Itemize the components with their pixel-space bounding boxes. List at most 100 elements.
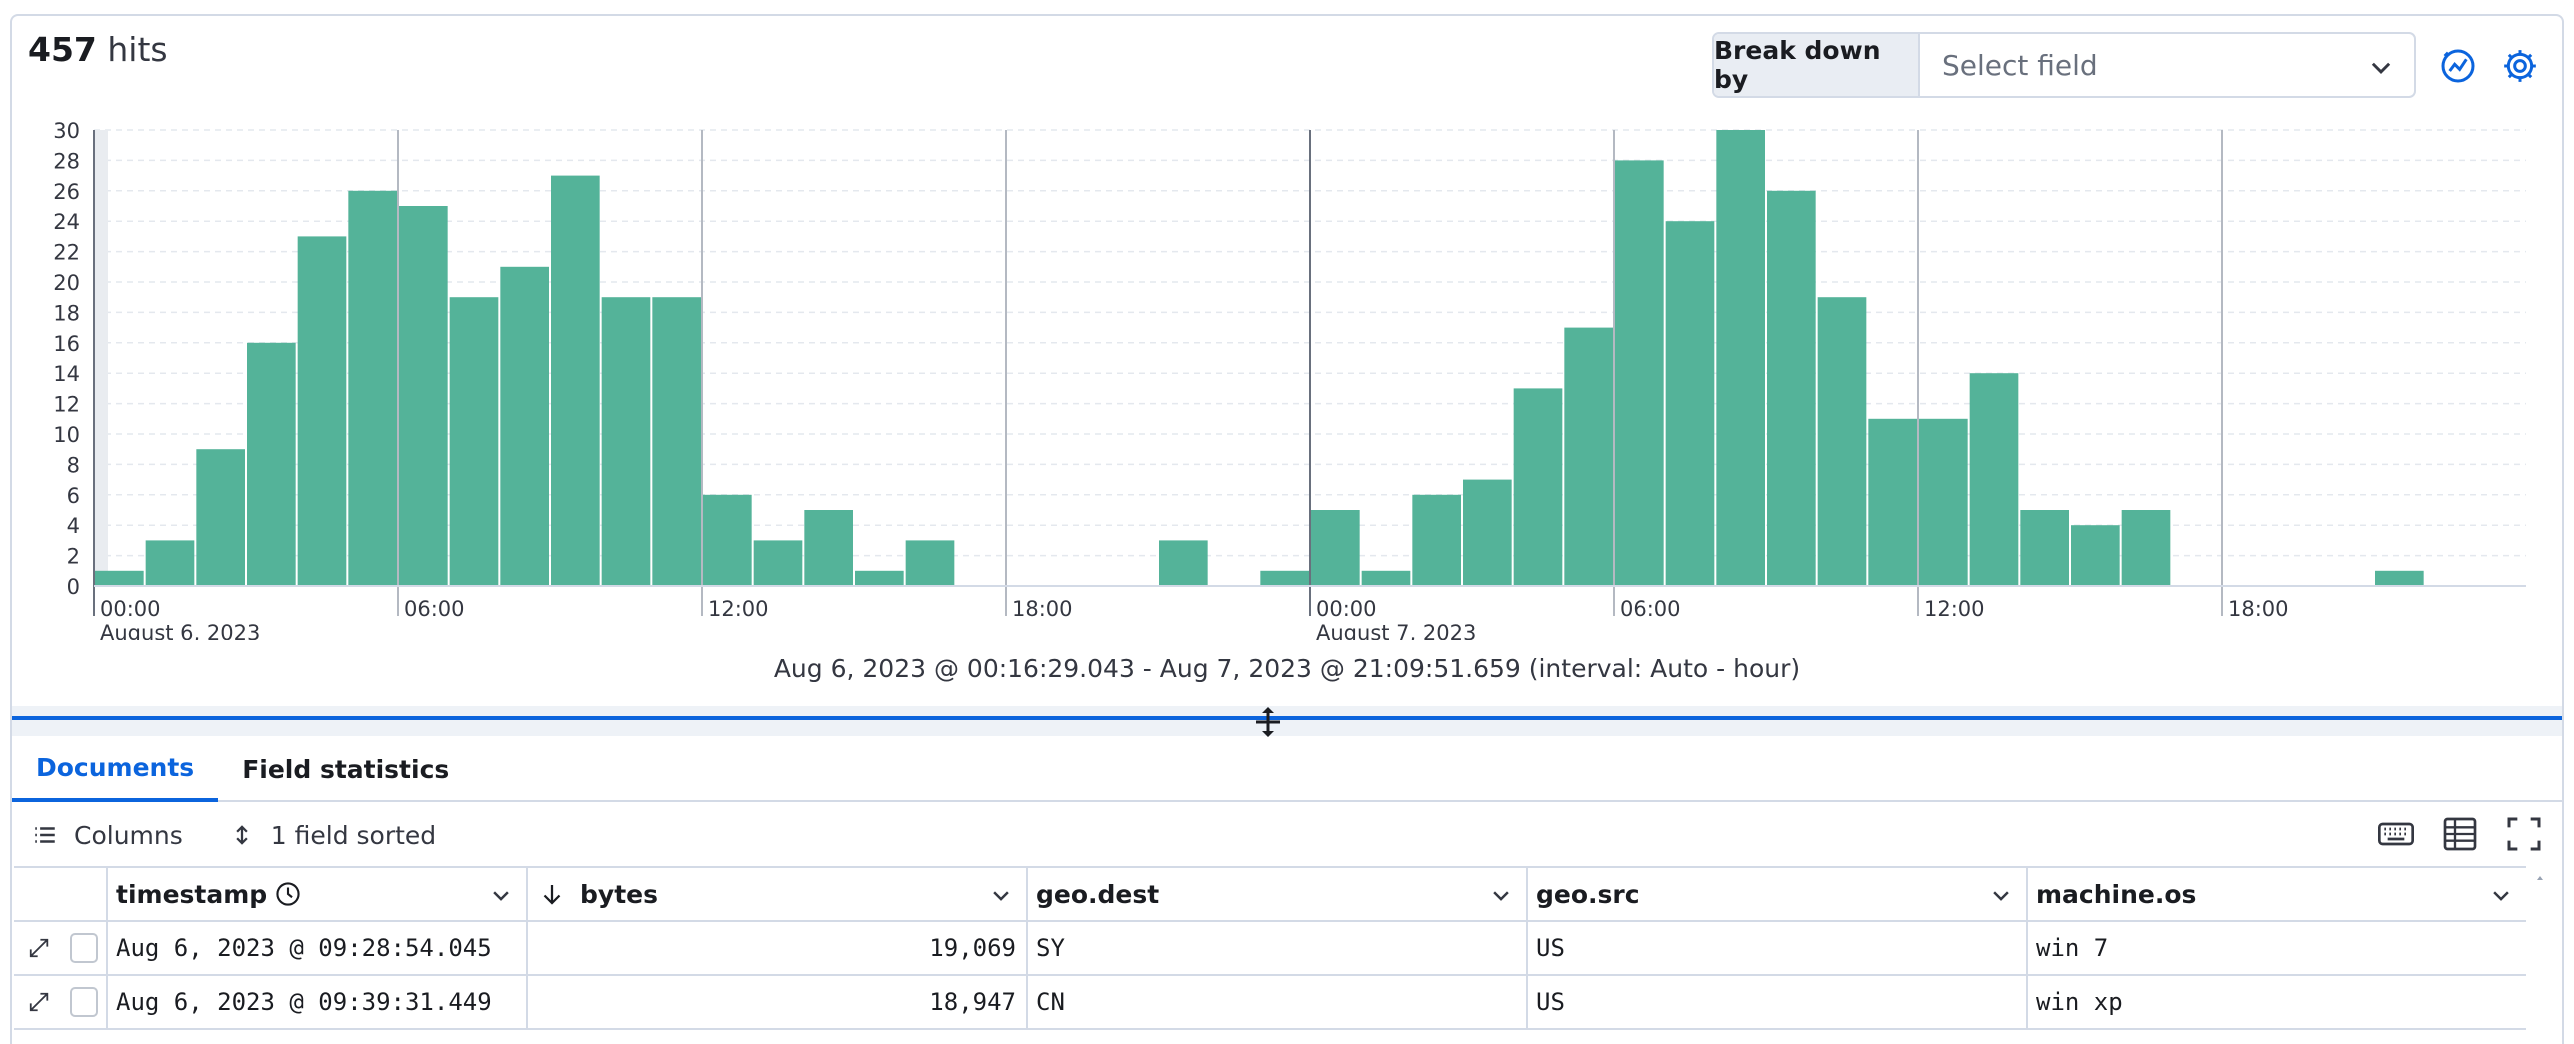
keyboard-icon[interactable] [2376, 814, 2416, 854]
histogram-bar [1919, 418, 1968, 586]
table-row: Aug 6, 2023 @ 09:28:54.045 19,069 SY US … [14, 922, 2526, 976]
row-checkbox[interactable] [70, 987, 98, 1017]
chevron-down-icon [2371, 62, 2391, 74]
column-header-timestamp[interactable]: timestamp [108, 868, 528, 920]
sort-button[interactable]: 1 field sorted [229, 821, 436, 850]
view-tabs: Documents Field statistics [12, 736, 2562, 802]
histogram-bar [1260, 570, 1309, 586]
x-tick-label: 06:00 [1620, 597, 1681, 621]
column-header-label: machine.os [2036, 879, 2197, 909]
histogram-bar [95, 570, 144, 586]
y-tick-label: 16 [53, 332, 80, 356]
cell-geo-dest[interactable]: SY [1028, 922, 1528, 974]
y-tick-label: 6 [67, 484, 80, 508]
sort-icon [236, 825, 248, 845]
expand-icon[interactable] [28, 990, 50, 1014]
histogram-bar [753, 540, 803, 586]
histogram-bar [804, 510, 853, 586]
histogram-bar [703, 494, 752, 586]
x-tick-label: 00:00 [100, 597, 161, 621]
x-tick-sublabel: August 6, 2023 [100, 621, 260, 640]
histogram-bar [449, 297, 499, 586]
y-tick-label: 24 [53, 210, 80, 234]
gear-icon[interactable] [2500, 46, 2540, 86]
histogram-bar [1159, 540, 1208, 586]
column-header-geo-src[interactable]: geo.src [1528, 868, 2028, 920]
row-checkbox[interactable] [70, 933, 98, 963]
x-tick-label: 00:00 [1316, 597, 1377, 621]
breakdown-field-select[interactable]: Select field [1920, 34, 2414, 96]
resize-splitter[interactable] [12, 706, 2562, 736]
column-header-label: timestamp [116, 879, 268, 909]
histogram-bar [145, 540, 195, 586]
y-tick-label: 20 [53, 271, 80, 295]
column-header-label: geo.dest [1036, 879, 1160, 909]
list-icon [35, 827, 55, 843]
histogram-bar [2071, 525, 2120, 586]
histogram-bar [247, 342, 296, 586]
out-of-range-shade [94, 130, 108, 586]
cell-geo-src[interactable]: US [1528, 922, 2028, 974]
row-controls [14, 976, 108, 1028]
histogram-bar [500, 266, 549, 586]
column-header-geo-dest[interactable]: geo.dest [1028, 868, 1528, 920]
chevron-down-icon[interactable] [490, 884, 512, 906]
chevron-down-icon[interactable] [1490, 884, 1512, 906]
histogram-bar [1716, 130, 1765, 586]
y-tick-label: 18 [53, 301, 80, 325]
splitter-line [12, 716, 2562, 720]
histogram-bar [1412, 494, 1461, 586]
chart-options-icon[interactable] [2438, 46, 2478, 86]
histogram-bar [399, 206, 448, 586]
time-range-label: Aug 6, 2023 @ 00:16:29.043 - Aug 7, 2023… [773, 654, 1801, 683]
move-vertical-icon[interactable] [1250, 704, 1286, 740]
y-tick-label: 10 [53, 423, 80, 447]
cell-geo-src[interactable]: US [1528, 976, 2028, 1028]
y-tick-label: 26 [53, 180, 80, 204]
histogram-bar [1767, 190, 1816, 587]
histogram-bar [2375, 570, 2424, 586]
x-tick-label: 12:00 [1924, 597, 1985, 621]
histogram-bar [1615, 160, 1664, 586]
columns-button[interactable]: Columns [32, 821, 183, 850]
scrollbar[interactable] [2532, 868, 2548, 1038]
hits-counter: 457 hits [28, 30, 168, 69]
x-tick-sublabel: August 7, 2023 [1316, 621, 1476, 640]
chevron-down-icon[interactable] [990, 884, 1012, 906]
cell-timestamp[interactable]: Aug 6, 2023 @ 09:28:54.045 [108, 922, 528, 974]
row-controls [14, 922, 108, 974]
expand-icon[interactable] [28, 936, 50, 960]
histogram-bar [905, 540, 955, 586]
cell-machine-os[interactable]: win xp [2036, 988, 2123, 1016]
y-tick-label: 14 [53, 362, 80, 386]
column-header-bytes[interactable]: bytes [528, 868, 1028, 920]
chevron-down-icon[interactable] [2490, 884, 2512, 906]
histogram-bar [1463, 479, 1512, 586]
control-column-header [14, 868, 108, 920]
cell-bytes[interactable]: 18,947 [528, 976, 1028, 1028]
histogram-bar [551, 175, 600, 586]
fullscreen-icon[interactable] [2504, 814, 2544, 854]
chevron-down-icon[interactable] [1990, 884, 2012, 906]
x-tick-label: 06:00 [404, 597, 465, 621]
breakdown-placeholder: Select field [1942, 48, 2098, 82]
tab-field-statistics[interactable]: Field statistics [242, 754, 450, 784]
histogram-bar [297, 236, 347, 586]
histogram-bar [601, 297, 651, 586]
cell-geo-dest[interactable]: CN [1028, 976, 1528, 1028]
column-header-machine-os[interactable]: machine.os [2028, 868, 2526, 920]
breakdown-control[interactable]: Break down by Select field [1712, 32, 2416, 98]
cell-bytes[interactable]: 19,069 [528, 922, 1028, 974]
table-header-row: timestamp bytes geo.dest geo.src machine… [14, 868, 2526, 922]
hits-label: hits [96, 30, 168, 69]
histogram-bar [1513, 388, 1563, 586]
sorted-label: 1 field sorted [270, 820, 437, 850]
histogram-bar [1817, 297, 1867, 586]
table-density-icon[interactable] [2440, 814, 2480, 854]
cell-timestamp[interactable]: Aug 6, 2023 @ 09:39:31.449 [108, 976, 528, 1028]
tab-documents[interactable]: Documents [12, 736, 219, 802]
y-tick-label: 2 [67, 545, 80, 569]
histogram-bar [2020, 510, 2069, 586]
cell-machine-os[interactable]: win 7 [2036, 934, 2109, 962]
